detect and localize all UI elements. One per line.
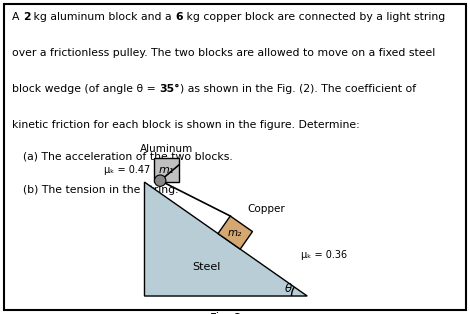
Text: (b) The tension in the string.: (b) The tension in the string. <box>23 185 179 195</box>
Text: m₁: m₁ <box>159 165 174 175</box>
Text: kg aluminum block and a: kg aluminum block and a <box>30 12 175 22</box>
Text: over a frictionless pulley. The two blocks are allowed to move on a fixed steel: over a frictionless pulley. The two bloc… <box>12 48 435 58</box>
Circle shape <box>155 175 166 187</box>
Text: Copper: Copper <box>248 204 285 214</box>
Text: Fig. 2: Fig. 2 <box>210 312 242 314</box>
Polygon shape <box>218 216 252 249</box>
Text: ) as shown in the Fig. (2). The coefficient of: ) as shown in the Fig. (2). The coeffici… <box>180 84 415 94</box>
Text: 35°: 35° <box>159 84 180 94</box>
Text: μₖ = 0.36: μₖ = 0.36 <box>301 250 348 260</box>
Text: kg copper block are connected by a light string: kg copper block are connected by a light… <box>183 12 445 22</box>
FancyBboxPatch shape <box>155 158 179 182</box>
Polygon shape <box>144 182 307 296</box>
Text: (a) The acceleration of the two blocks.: (a) The acceleration of the two blocks. <box>23 151 233 161</box>
Text: θ: θ <box>285 282 292 295</box>
Text: Steel: Steel <box>192 263 220 273</box>
Text: μₖ = 0.47: μₖ = 0.47 <box>104 165 150 175</box>
Text: m₂: m₂ <box>228 228 243 238</box>
Text: block wedge (of angle θ =: block wedge (of angle θ = <box>12 84 159 94</box>
Text: A: A <box>12 12 23 22</box>
Text: kinetic friction for each block is shown in the figure. Determine:: kinetic friction for each block is shown… <box>12 120 360 130</box>
Text: 2: 2 <box>23 12 30 22</box>
Text: 6: 6 <box>175 12 183 22</box>
Text: Aluminum: Aluminum <box>140 143 193 154</box>
